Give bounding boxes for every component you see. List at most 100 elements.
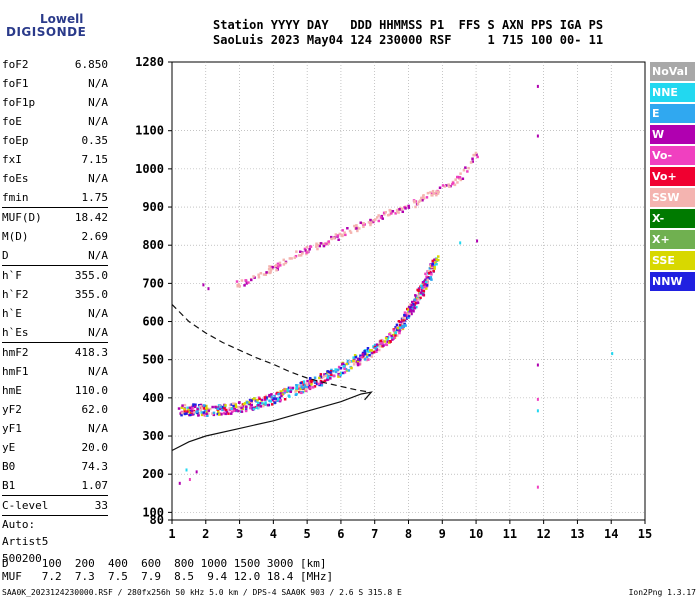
echo-point: [187, 408, 190, 411]
echo-point: [434, 261, 437, 264]
echo-point: [394, 331, 397, 334]
echo-point: [280, 394, 283, 398]
param-key: M(D): [2, 230, 29, 243]
echo-point: [273, 401, 277, 404]
logo-line2: DIGISONDE: [6, 25, 87, 39]
echo-point: [216, 407, 220, 410]
echo-point: [415, 305, 418, 309]
echo-point: [330, 235, 333, 239]
echo-point: [244, 402, 247, 405]
echo-point: [419, 296, 422, 300]
echo-point: [431, 259, 434, 263]
param-row: foE N/A: [2, 112, 108, 131]
echo-point: [264, 398, 267, 401]
echo-point: [379, 339, 383, 343]
param-row: hmF1 N/A: [2, 362, 108, 381]
echo-point: [197, 414, 200, 417]
echo-point: [202, 404, 206, 407]
echo-point: [216, 412, 219, 416]
echo-point: [368, 354, 371, 357]
echo-point: [424, 278, 427, 282]
echo-point: [283, 389, 287, 393]
echo-point: [384, 211, 387, 214]
echo-point: [237, 409, 240, 413]
echo-point: [308, 248, 311, 251]
echo-point: [353, 354, 357, 357]
echo-point: [344, 233, 347, 237]
echo-point: [326, 376, 330, 380]
echo-point: [358, 359, 362, 362]
param-value: 0.35: [81, 134, 109, 147]
echo-point: [206, 414, 209, 417]
echo-point: [211, 405, 214, 409]
param-row: hmF2 418.3: [2, 343, 108, 362]
echo-point: [414, 301, 418, 305]
echo-point: [234, 403, 237, 406]
y-tick-label: 100: [142, 505, 164, 519]
echo-point: [259, 402, 262, 405]
param-key: foEs: [2, 172, 29, 185]
echo-point: [415, 296, 419, 300]
echo-point: [271, 398, 274, 402]
echo-point: [386, 337, 389, 341]
echo-point: [318, 376, 321, 380]
echo-point: [315, 382, 319, 386]
muf-line1: D 100 200 400 600 800 1000 1500 3000 [km…: [2, 557, 327, 570]
param-row: B0 74.3: [2, 457, 108, 476]
echo-point: [313, 380, 316, 383]
divider: [2, 495, 108, 496]
echo-point: [320, 384, 324, 387]
echo-point: [403, 324, 406, 327]
echo-point: [275, 269, 278, 272]
echo-point: [414, 205, 417, 209]
echo-point: [279, 398, 282, 402]
echo-point: [454, 178, 457, 181]
echo-point: [270, 396, 273, 399]
echo-point: [382, 344, 385, 347]
echo-point: [356, 229, 359, 233]
echo-point: [407, 305, 411, 309]
echo-point: [390, 336, 394, 339]
echo-point: [437, 190, 440, 194]
echo-point: [208, 407, 212, 411]
echo-point: [336, 234, 340, 237]
echo-point: [191, 413, 195, 416]
param-row-clevel: C-level 33: [2, 496, 108, 515]
echo-point: [425, 275, 428, 278]
echo-point: [211, 412, 214, 415]
echo-point: [230, 403, 233, 406]
echo-point: [329, 371, 332, 374]
echo-point: [369, 223, 372, 227]
echo-point: [458, 176, 462, 179]
logo-line1: Lowell: [40, 12, 84, 26]
echo-point: [240, 279, 244, 282]
echo-point: [236, 285, 239, 288]
echo-point: [205, 404, 208, 408]
echo-point: [386, 336, 390, 339]
echo-point: [370, 355, 374, 358]
param-value: N/A: [88, 307, 108, 320]
echo-point: [273, 265, 277, 268]
echo-point: [269, 267, 272, 271]
muf-line2: MUF 7.2 7.3 7.5 7.9 8.5 9.4 12.0 18.4 [M…: [2, 570, 334, 583]
echo-point: [407, 206, 411, 209]
echo-point: [319, 242, 323, 245]
parameter-panel: foF2 6.850 foF1 N/A foF1p N/A foE N/A foEp 0.35 fx…: [2, 55, 108, 567]
echo-point: [327, 370, 331, 374]
echo-point: [219, 405, 222, 408]
echo-point: [186, 406, 189, 410]
echo-point: [309, 386, 312, 389]
echo-point: [291, 386, 295, 390]
param-value: 74.3: [81, 460, 109, 473]
echo-point: [282, 263, 286, 266]
echo-point: [372, 345, 375, 348]
echo-point: [384, 337, 388, 340]
echo-point: [304, 382, 308, 386]
echo-point: [257, 276, 261, 279]
echo-point: [364, 358, 367, 361]
echo-point: [269, 271, 272, 274]
echo-point: [269, 400, 272, 403]
echo-point: [313, 376, 317, 379]
echo-point: [345, 362, 348, 366]
echo-point: [180, 413, 183, 417]
